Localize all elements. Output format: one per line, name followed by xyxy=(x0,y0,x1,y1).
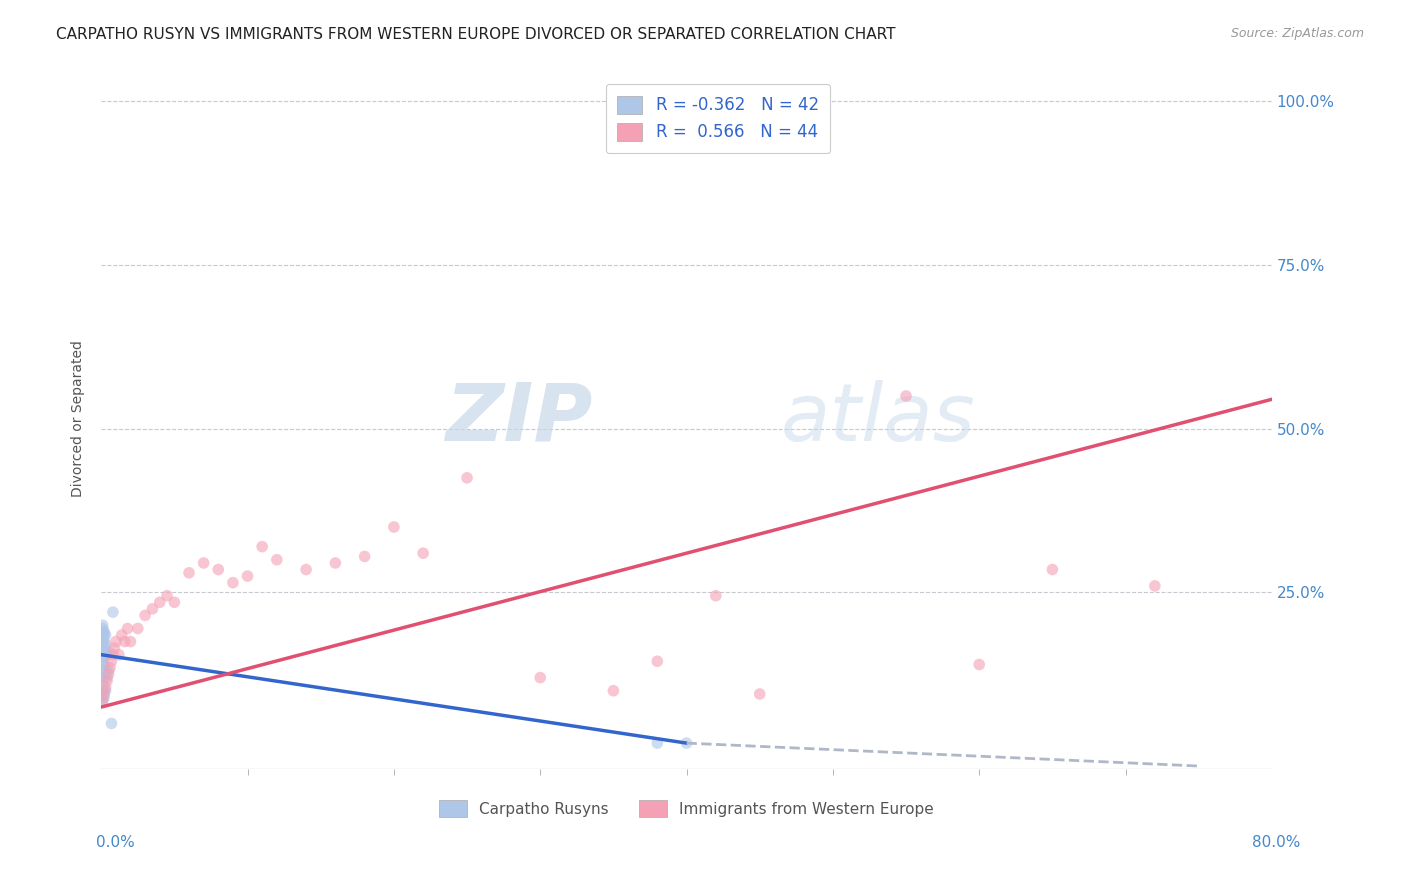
Point xyxy=(93,628,115,642)
Text: CARPATHO RUSYN VS IMMIGRANTS FROM WESTERN EUROPE DIVORCED OR SEPARATED CORRELATI: CARPATHO RUSYN VS IMMIGRANTS FROM WESTER… xyxy=(56,27,896,42)
Point xyxy=(93,634,115,648)
Point xyxy=(91,622,114,636)
Point xyxy=(96,671,118,685)
Point xyxy=(325,556,347,570)
Point xyxy=(1042,563,1064,577)
Point xyxy=(94,664,117,678)
Point xyxy=(127,622,149,636)
Point xyxy=(748,687,770,701)
Point xyxy=(120,634,142,648)
Point xyxy=(134,608,156,623)
Point xyxy=(117,622,139,636)
Point xyxy=(97,644,120,658)
Point xyxy=(101,605,124,619)
Point xyxy=(91,693,114,707)
Point xyxy=(529,671,551,685)
Point xyxy=(94,648,117,662)
Point xyxy=(645,736,668,750)
Point xyxy=(107,648,129,662)
Point xyxy=(645,654,668,668)
Point xyxy=(149,595,172,609)
Point xyxy=(412,546,434,560)
Point xyxy=(101,648,124,662)
Point xyxy=(91,628,114,642)
Point xyxy=(894,389,917,403)
Point xyxy=(91,690,114,705)
Point xyxy=(222,575,245,590)
Point xyxy=(1143,579,1166,593)
Point xyxy=(91,644,114,658)
Point xyxy=(91,664,114,678)
Point xyxy=(100,716,122,731)
Text: 0.0%: 0.0% xyxy=(96,836,135,850)
Point xyxy=(91,677,114,691)
Point xyxy=(91,657,114,672)
Point xyxy=(250,540,273,554)
Point xyxy=(141,602,163,616)
Point xyxy=(94,683,117,698)
Point xyxy=(91,618,114,632)
Text: 80.0%: 80.0% xyxy=(1253,836,1301,850)
Point xyxy=(193,556,215,570)
Point xyxy=(91,664,114,678)
Point xyxy=(97,667,120,681)
Point xyxy=(602,683,624,698)
Point xyxy=(266,552,288,566)
Point xyxy=(93,683,115,698)
Point xyxy=(353,549,375,564)
Point xyxy=(103,641,125,656)
Point xyxy=(97,664,120,678)
Point xyxy=(91,671,114,685)
Point xyxy=(100,654,122,668)
Point xyxy=(207,563,229,577)
Point xyxy=(93,690,115,705)
Point xyxy=(94,628,117,642)
Point xyxy=(93,624,115,639)
Point xyxy=(177,566,200,580)
Point xyxy=(91,641,114,656)
Point xyxy=(91,648,114,662)
Point xyxy=(98,661,121,675)
Point xyxy=(382,520,405,534)
Legend: Carpatho Rusyns, Immigrants from Western Europe: Carpatho Rusyns, Immigrants from Western… xyxy=(432,793,942,825)
Point xyxy=(91,651,114,665)
Point xyxy=(93,671,115,685)
Point xyxy=(91,624,114,639)
Point xyxy=(96,673,118,688)
Point xyxy=(93,657,115,672)
Point xyxy=(93,648,115,662)
Point xyxy=(295,563,318,577)
Point xyxy=(93,641,115,656)
Point xyxy=(91,683,114,698)
Point xyxy=(91,638,114,652)
Point xyxy=(96,648,118,662)
Text: Source: ZipAtlas.com: Source: ZipAtlas.com xyxy=(1230,27,1364,40)
Point xyxy=(91,654,114,668)
Point xyxy=(111,628,134,642)
Point xyxy=(163,595,186,609)
Point xyxy=(91,632,114,646)
Point xyxy=(114,634,136,648)
Point xyxy=(91,634,114,648)
Point xyxy=(91,693,114,707)
Point xyxy=(967,657,990,672)
Point xyxy=(456,471,478,485)
Point xyxy=(704,589,727,603)
Point xyxy=(93,687,115,701)
Point xyxy=(94,681,117,695)
Point xyxy=(675,736,697,750)
Text: ZIP: ZIP xyxy=(446,380,593,458)
Point xyxy=(94,638,117,652)
Point xyxy=(236,569,259,583)
Point xyxy=(104,634,127,648)
Y-axis label: Divorced or Separated: Divorced or Separated xyxy=(72,341,86,498)
Point xyxy=(156,589,179,603)
Text: atlas: atlas xyxy=(780,380,974,458)
